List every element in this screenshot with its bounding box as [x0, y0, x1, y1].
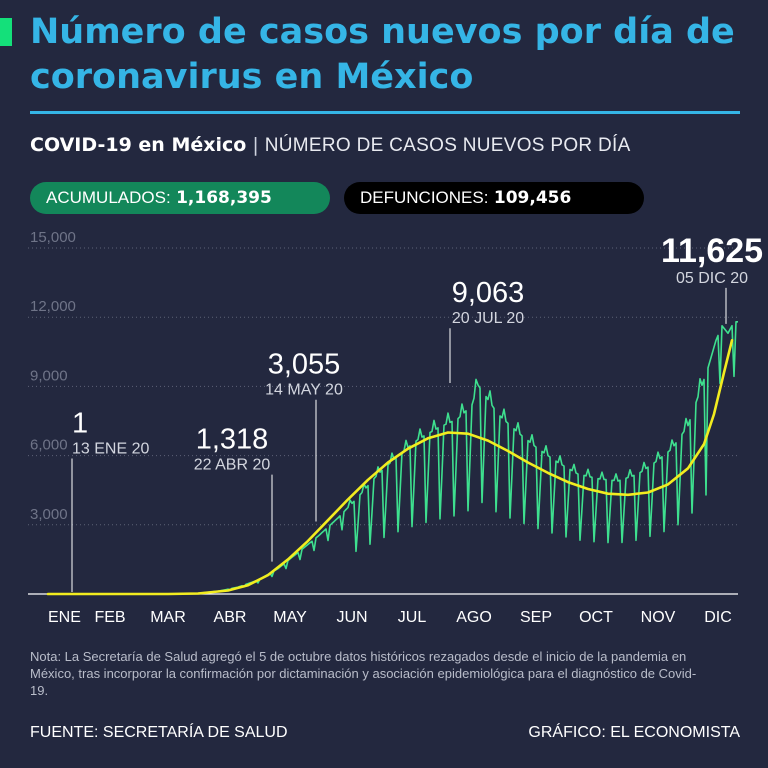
source-credit: FUENTE: SECRETARÍA DE SALUD — [30, 724, 288, 741]
x-tick-label: OCT — [579, 609, 613, 626]
x-tick-label: DIC — [704, 609, 732, 626]
x-tick-label: ENE — [48, 609, 81, 626]
x-tick-label: ABR — [214, 609, 247, 626]
title-divider — [30, 111, 740, 114]
x-tick-label: FEB — [94, 609, 125, 626]
acumulados-value: 1,168,395 — [176, 188, 272, 208]
annotation-value: 9,063 — [452, 277, 525, 309]
annotation-value: 11,625 — [661, 232, 763, 270]
annotation-value: 1,318 — [196, 424, 269, 456]
acumulados-badge: ACUMULADOS: 1,168,395 — [30, 182, 330, 214]
annotation-date: 22 ABR 20 — [194, 457, 271, 474]
subtitle-metric: NÚMERO DE CASOS NUEVOS POR DÍA — [264, 135, 631, 156]
x-tick-label: AGO — [456, 609, 492, 626]
page-title: Número de casos nuevos por día de corona… — [30, 12, 735, 97]
title-accent-bar — [0, 18, 12, 46]
chart-subtitle: COVID-19 en México | NÚMERO DE CASOS NUEVO… — [30, 134, 631, 157]
y-tick-label: 3,000 — [30, 506, 68, 523]
annotation-value: 1 — [72, 408, 88, 440]
x-tick-label: JUL — [398, 609, 427, 626]
annotation-value: 3,055 — [268, 349, 341, 381]
defunciones-badge: DEFUNCIONES: 109,456 — [344, 182, 644, 214]
subtitle-country: COVID-19 en México — [30, 134, 247, 156]
y-tick-label: 15,000 — [30, 229, 76, 246]
defunciones-value: 109,456 — [493, 188, 572, 208]
annotation-date: 05 DIC 20 — [676, 270, 748, 287]
annotation-date: 14 MAY 20 — [265, 382, 343, 399]
x-tick-label: SEP — [520, 609, 552, 626]
y-tick-label: 9,000 — [30, 367, 68, 384]
x-tick-label: MAY — [273, 609, 307, 626]
x-tick-label: JUN — [336, 609, 367, 626]
annotation-date: 13 ENE 20 — [72, 441, 149, 458]
subtitle-separator: | — [252, 134, 259, 156]
trend-line — [46, 339, 734, 596]
footnote: Nota: La Secretaría de Salud agregó el 5… — [30, 649, 697, 698]
graphic-credit: GRÁFICO: EL ECONOMISTA — [528, 724, 740, 741]
y-tick-label: 6,000 — [30, 437, 68, 454]
annotation-date: 20 JUL 20 — [452, 310, 524, 327]
y-tick-label: 12,000 — [30, 298, 76, 315]
acumulados-label: ACUMULADOS: — [46, 188, 171, 207]
defunciones-label: DEFUNCIONES: — [360, 188, 489, 207]
x-tick-label: NOV — [641, 609, 676, 626]
x-tick-label: MAR — [150, 609, 186, 626]
cases-chart: 3,000 6,000 9,000 12,000 15,000 ENE FEB MAR ABR M… — [28, 229, 763, 626]
